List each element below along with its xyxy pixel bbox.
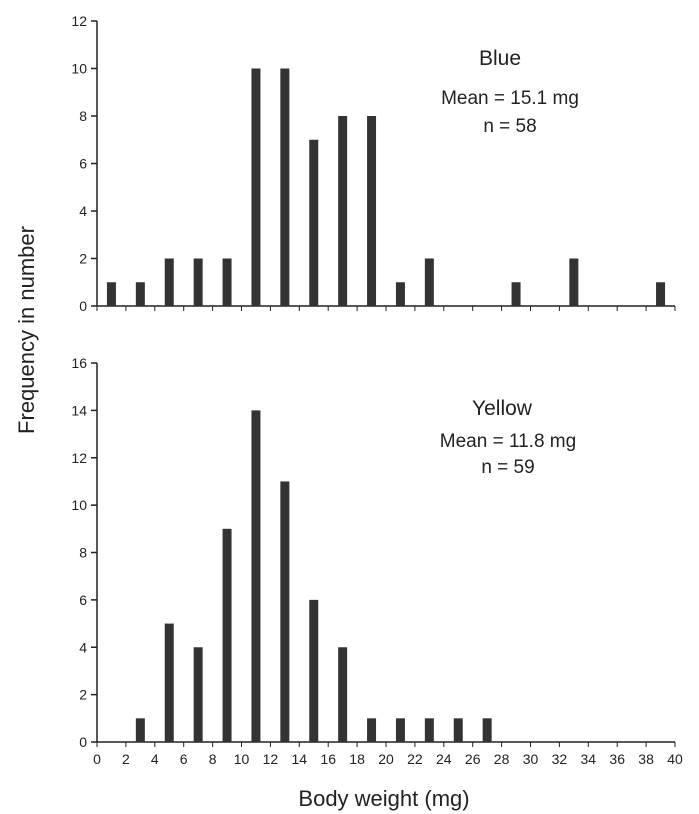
yellow-histogram-bar bbox=[193, 647, 203, 742]
yellow-x-tick-label: 4 bbox=[151, 751, 159, 767]
x-axis-title: Body weight (mg) bbox=[298, 786, 469, 811]
yellow-histogram-bar bbox=[367, 718, 377, 742]
yellow-panel-title: Yellow bbox=[472, 397, 533, 420]
blue-panel-title: Blue bbox=[479, 47, 521, 70]
yellow-histogram-bar bbox=[338, 647, 348, 742]
yellow-x-tick-label: 22 bbox=[407, 751, 423, 767]
blue-histogram-bar bbox=[424, 258, 434, 306]
yellow-x-tick-label: 40 bbox=[667, 751, 683, 767]
yellow-y-tick-label: 14 bbox=[71, 402, 87, 418]
yellow-histogram-bar bbox=[135, 718, 145, 742]
yellow-histogram-bar bbox=[164, 623, 174, 742]
yellow-x-tick-label: 32 bbox=[552, 751, 568, 767]
yellow-x-tick-label: 12 bbox=[263, 751, 279, 767]
yellow-y-tick-label: 6 bbox=[79, 592, 87, 608]
yellow-histogram-bar bbox=[424, 718, 434, 742]
blue-histogram-bar bbox=[280, 68, 290, 306]
yellow-x-tick-label: 0 bbox=[93, 751, 101, 767]
yellow-y-tick-label: 0 bbox=[79, 734, 87, 750]
yellow-histogram-bar bbox=[453, 718, 463, 742]
yellow-histogram-bar bbox=[222, 528, 232, 742]
blue-y-tick-label: 10 bbox=[71, 61, 87, 77]
blue-histogram-bar bbox=[164, 258, 174, 306]
yellow-x-tick-label: 8 bbox=[209, 751, 217, 767]
blue-y-tick-label: 4 bbox=[79, 203, 87, 219]
blue-histogram-bar bbox=[251, 68, 261, 306]
yellow-histogram-bar bbox=[251, 410, 261, 742]
yellow-x-tick-label: 20 bbox=[378, 751, 394, 767]
blue-histogram-bar bbox=[367, 116, 377, 306]
yellow-y-tick-label: 16 bbox=[71, 355, 87, 371]
yellow-x-tick-label: 6 bbox=[180, 751, 188, 767]
yellow-y-tick-label: 8 bbox=[79, 545, 87, 561]
blue-histogram-bar bbox=[309, 139, 319, 306]
yellow-x-tick-label: 28 bbox=[494, 751, 510, 767]
yellow-x-tick-label: 34 bbox=[581, 751, 597, 767]
blue-histogram-bar bbox=[222, 258, 232, 306]
y-axis-title: Frequency in number bbox=[14, 226, 39, 434]
yellow-x-tick-label: 30 bbox=[523, 751, 539, 767]
yellow-x-tick-label: 36 bbox=[609, 751, 625, 767]
yellow-x-tick-label: 26 bbox=[465, 751, 481, 767]
yellow-y-tick-label: 12 bbox=[71, 450, 87, 466]
blue-histogram-bar bbox=[193, 258, 203, 306]
blue-histogram-bar bbox=[135, 282, 145, 306]
yellow-histogram-bar bbox=[309, 599, 319, 742]
yellow-x-tick-label: 10 bbox=[234, 751, 250, 767]
yellow-y-tick-label: 10 bbox=[71, 497, 87, 513]
yellow-x-tick-label: 38 bbox=[638, 751, 654, 767]
yellow-y-tick-label: 4 bbox=[79, 639, 87, 655]
blue-histogram-bar bbox=[656, 282, 666, 306]
blue-histogram-bar bbox=[338, 116, 348, 306]
blue-y-tick-label: 2 bbox=[79, 251, 87, 267]
yellow-n-annotation: n = 59 bbox=[481, 457, 534, 478]
blue-n-annotation: n = 58 bbox=[483, 116, 536, 137]
blue-mean-annotation: Mean = 15.1 mg bbox=[441, 88, 579, 109]
blue-histogram-bar bbox=[569, 258, 579, 306]
blue-y-tick-label: 12 bbox=[71, 13, 87, 29]
blue-y-tick-label: 8 bbox=[79, 108, 87, 124]
yellow-histogram-bar bbox=[280, 481, 290, 742]
yellow-mean-annotation: Mean = 11.8 mg bbox=[440, 431, 576, 452]
yellow-x-tick-label: 18 bbox=[349, 751, 365, 767]
blue-histogram-bar bbox=[106, 282, 116, 306]
blue-histogram-bar bbox=[395, 282, 405, 306]
yellow-histogram-bar bbox=[482, 718, 492, 742]
blue-y-tick-label: 6 bbox=[79, 156, 87, 172]
yellow-x-tick-label: 14 bbox=[292, 751, 308, 767]
yellow-x-tick-label: 24 bbox=[436, 751, 452, 767]
blue-histogram-panel: 0 2 4 6 8 10 12 Blue Mean = 15.1 mg n = 58 bbox=[71, 13, 676, 314]
yellow-histogram-bar bbox=[395, 718, 405, 742]
yellow-y-tick-label: 2 bbox=[79, 687, 87, 703]
yellow-x-tick-label: 16 bbox=[320, 751, 336, 767]
yellow-x-tick-label: 2 bbox=[122, 751, 130, 767]
blue-y-tick-label: 0 bbox=[79, 298, 87, 314]
blue-histogram-bar bbox=[511, 282, 521, 306]
